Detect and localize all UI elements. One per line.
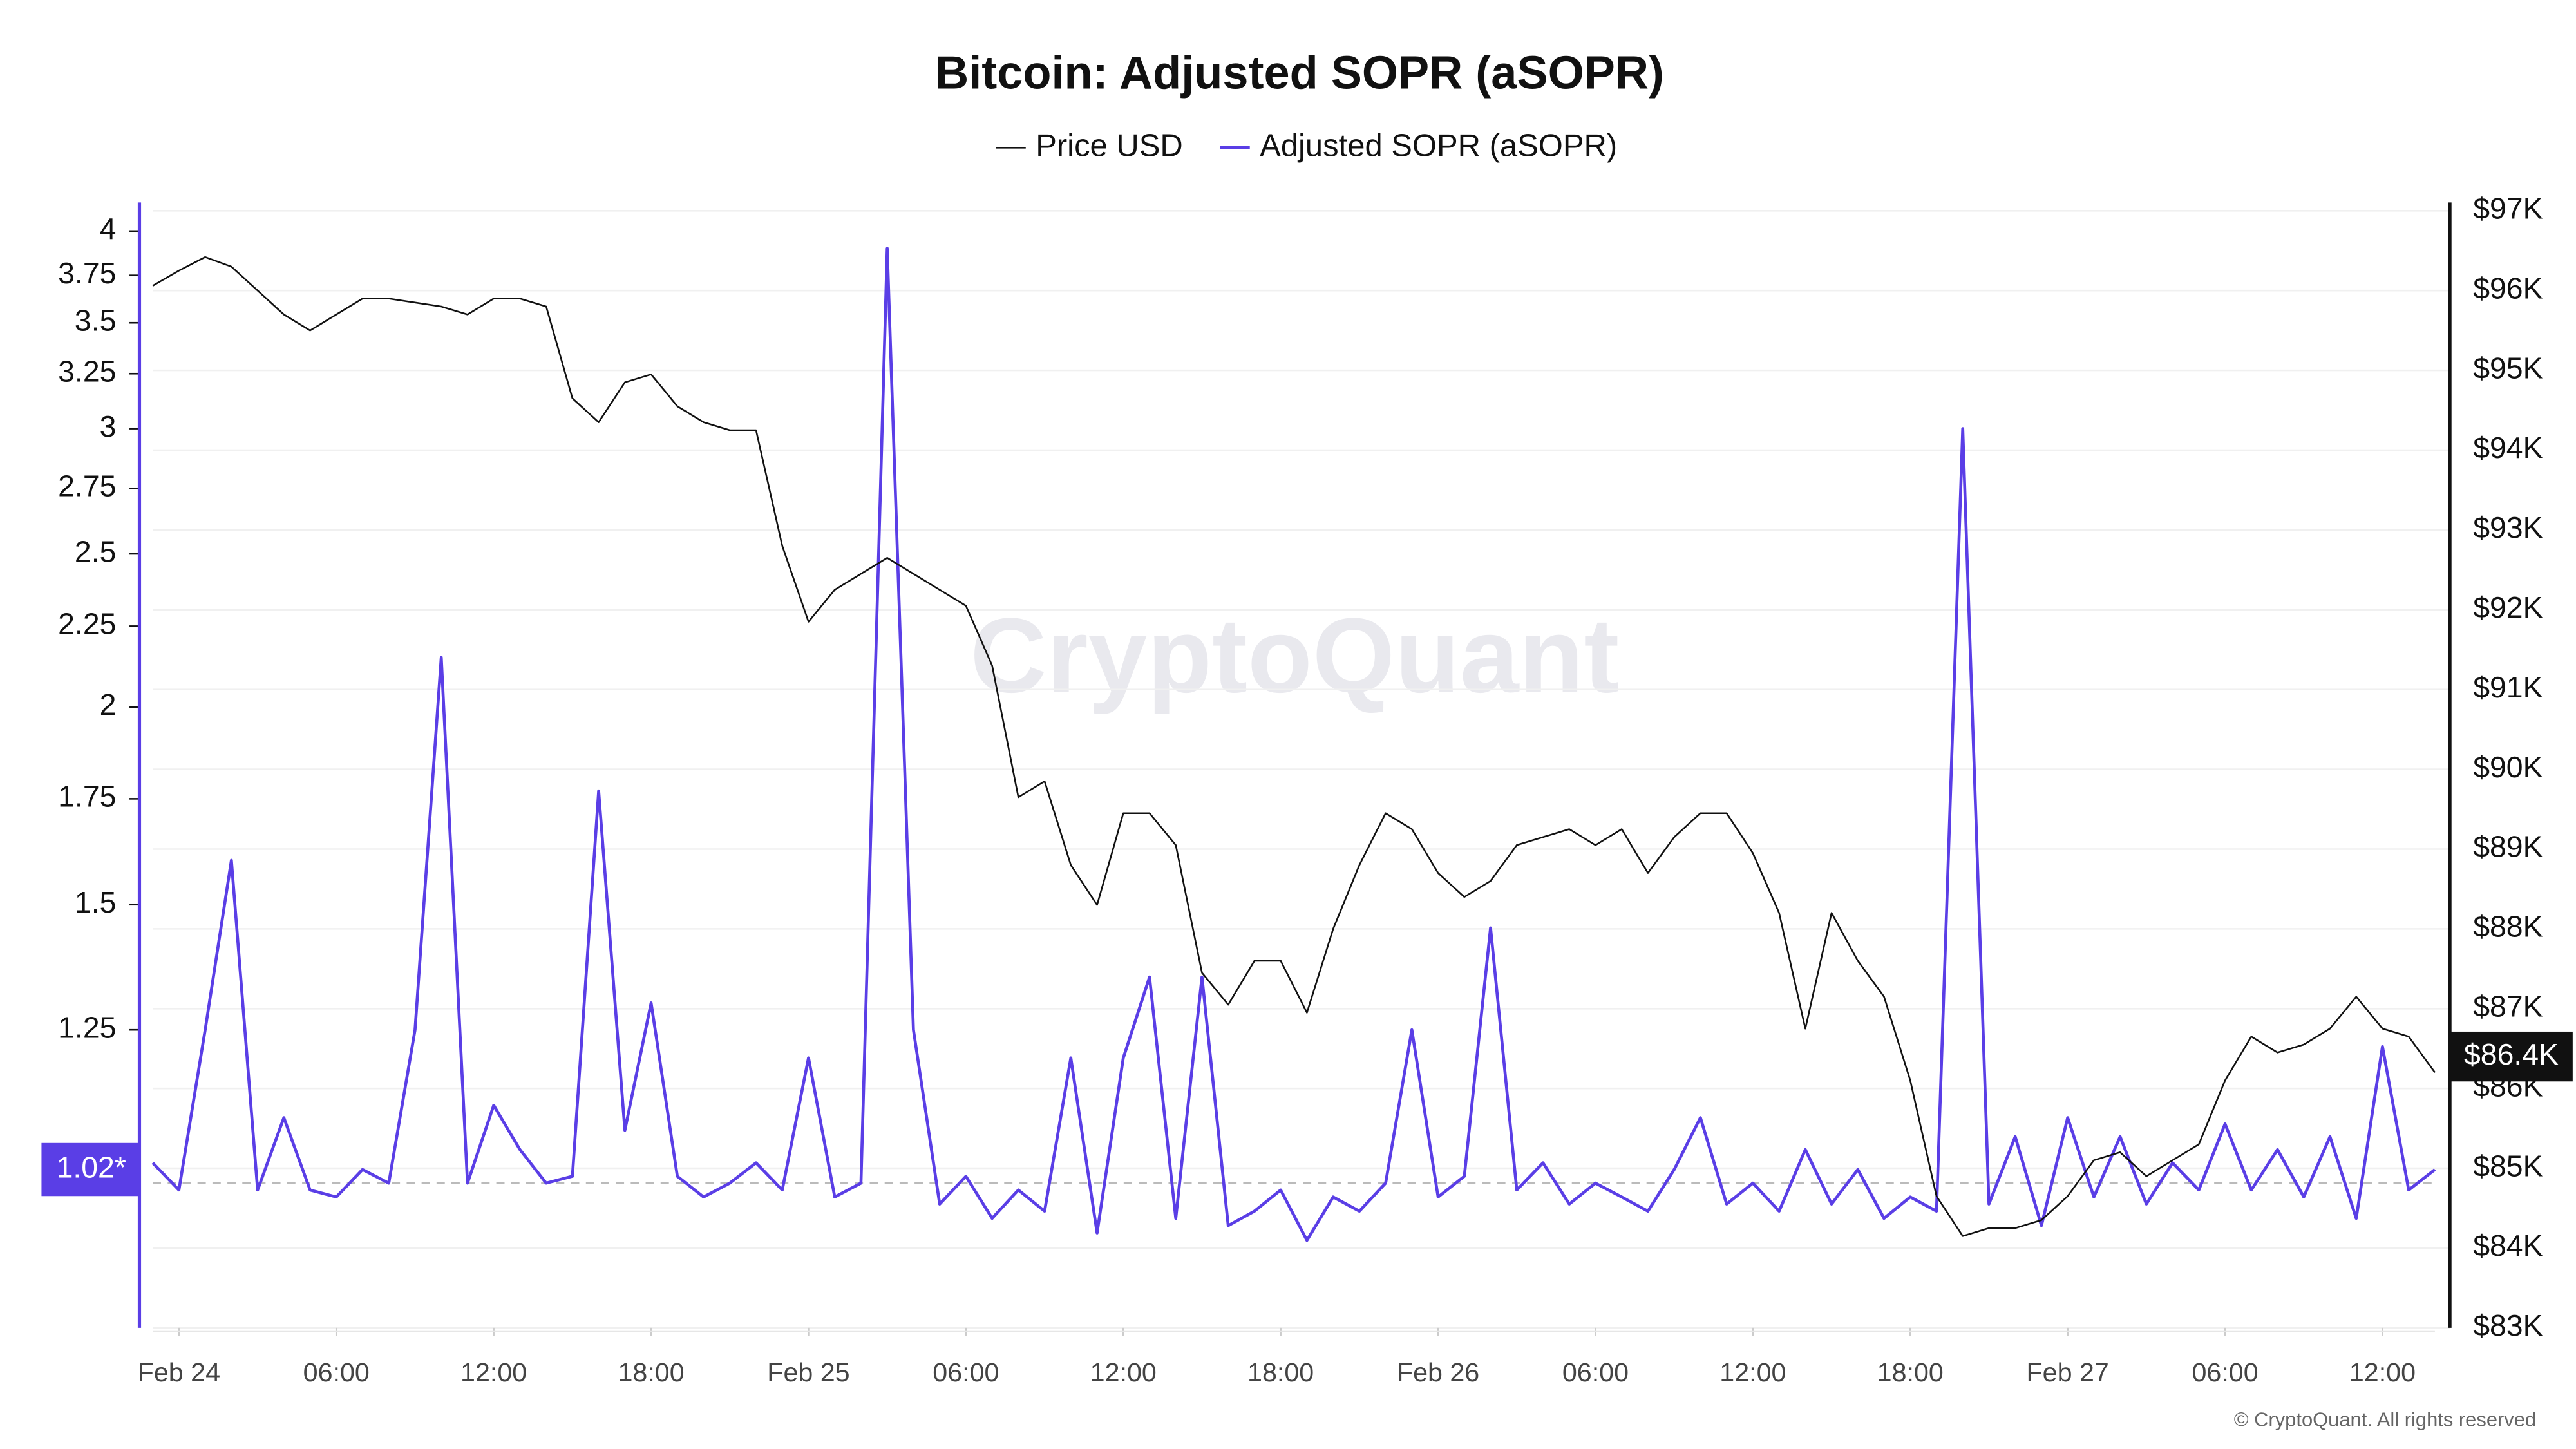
y-tick-label: 2 — [100, 688, 117, 721]
y-tick-label: 1.25 — [58, 1010, 116, 1044]
y2-tick-label: $93K — [2473, 511, 2543, 544]
x-tick-label: Feb 27 — [2026, 1358, 2108, 1387]
x-tick-label: 12:00 — [2349, 1358, 2416, 1387]
y-tick-label: 1.75 — [58, 780, 116, 813]
y2-tick-label: $92K — [2473, 591, 2543, 624]
y-tick-label: 3.25 — [58, 354, 116, 388]
y-tick-label: 2.25 — [58, 607, 116, 641]
watermark: CryptoQuant — [970, 596, 1619, 715]
y-tick-label: 3.5 — [75, 303, 116, 337]
last-value-marker — [41, 1142, 140, 1197]
series-line — [151, 247, 2436, 1242]
y2-tick-label: $97K — [2473, 192, 2543, 225]
y-tick-label: 4 — [100, 212, 117, 245]
x-tick-label: 06:00 — [933, 1358, 999, 1387]
last-value-marker — [2450, 1031, 2573, 1082]
y-tick-label: 3.75 — [58, 256, 116, 290]
y2-tick-label: $90K — [2473, 750, 2543, 784]
chart-title: Bitcoin: Adjusted SOPR (aSOPR) — [935, 48, 1664, 99]
x-tick-label: 06:00 — [2192, 1358, 2258, 1387]
y2-tick-label: $85K — [2473, 1149, 2543, 1182]
y2-tick-label: $88K — [2473, 910, 2543, 943]
footer: © CryptoQuant. All rights reserved — [2234, 1408, 2536, 1430]
y-tick-label: 1.5 — [75, 886, 116, 919]
legend-label: Price USD — [1036, 128, 1183, 163]
y2-tick-label: $87K — [2473, 990, 2543, 1023]
series-line — [152, 256, 2436, 1237]
x-tick-label: 12:00 — [460, 1358, 527, 1387]
x-tick-label: Feb 24 — [138, 1358, 220, 1387]
x-tick-label: 18:00 — [1877, 1358, 1944, 1387]
x-tick-label: 06:00 — [1562, 1358, 1629, 1387]
y2-tick-label: $83K — [2473, 1309, 2543, 1342]
x-tick-label: 12:00 — [1090, 1358, 1157, 1387]
y2-tick-label: $96K — [2473, 271, 2543, 305]
x-tick-label: 18:00 — [618, 1358, 684, 1387]
y2-tick-label: $94K — [2473, 431, 2543, 464]
y-tick-label: 3 — [100, 410, 117, 443]
last-value-label: 1.02* — [57, 1150, 126, 1184]
x-tick-label: 18:00 — [1247, 1358, 1314, 1387]
last-value-label: $86.4K — [2464, 1037, 2559, 1071]
x-tick-label: 06:00 — [303, 1358, 370, 1387]
y-tick-label: 2.75 — [58, 469, 116, 503]
x-tick-label: Feb 26 — [1397, 1358, 1479, 1387]
y2-tick-label: $84K — [2473, 1229, 2543, 1262]
x-tick-label: Feb 25 — [767, 1358, 849, 1387]
y2-tick-label: $91K — [2473, 670, 2543, 704]
y-tick-label: 2.5 — [75, 535, 116, 568]
y2-tick-label: $95K — [2473, 351, 2543, 384]
x-tick-label: 12:00 — [1719, 1358, 1786, 1387]
legend-label: Adjusted SOPR (aSOPR) — [1260, 128, 1617, 163]
y2-tick-label: $89K — [2473, 830, 2543, 864]
